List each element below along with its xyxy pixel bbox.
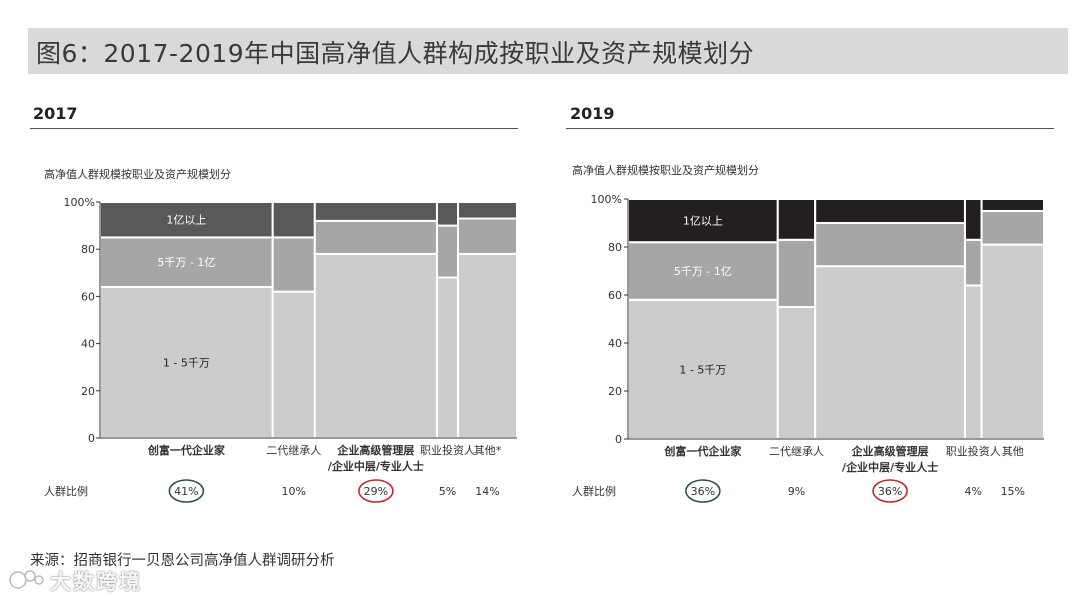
bar-2017-1-2 xyxy=(271,201,316,239)
bar-2019-0-2 xyxy=(627,198,779,244)
chart-subtitle-2019: 高净值人群规模按职业及资产规模划分 xyxy=(572,164,759,177)
bar-2019-4-0 xyxy=(980,243,1045,440)
y-tick-label-2019-2: 40 xyxy=(608,337,622,350)
bar-2017-1-0 xyxy=(271,290,316,439)
watermark-logo-icon xyxy=(9,570,44,589)
bar-2019-2-2 xyxy=(814,198,966,224)
tier-label-2017-2: 1亿以上 xyxy=(166,214,206,227)
bar-2017-2-2 xyxy=(313,201,438,222)
tier-label-2019-2: 1亿以上 xyxy=(683,215,723,228)
year-label-2019: 2019 xyxy=(570,104,615,123)
bar-2017-3-2 xyxy=(435,201,460,227)
source-note: 来源：招商银行一贝恩公司高净值人群调研分析 xyxy=(30,553,335,569)
ratio-circle-2017-2 xyxy=(358,479,394,503)
tier-label-2017-0: 1 - 5千万 xyxy=(163,356,210,369)
y-tick-label-2019-4: 80 xyxy=(608,241,622,254)
category-label-2017-1-0: 二代继承人 xyxy=(266,444,321,457)
ratio-value-2019-3: 4% xyxy=(965,485,982,498)
ratio-value-2019-4: 15% xyxy=(1001,485,1025,498)
ratio-row-label-2019: 人群比例 xyxy=(572,484,616,498)
category-label-2017-2-0: 企业高级管理层 xyxy=(336,443,414,457)
bar-2017-4-0 xyxy=(457,252,518,439)
ratio-row-label-2017: 人群比例 xyxy=(44,484,88,498)
title-bar: 图6：2017-2019年中国高净值人群构成按职业及资产规模划分 xyxy=(28,28,1068,74)
category-label-2017-3-0: 职业投资人 xyxy=(420,443,475,457)
y-tick-label-2019-3: 60 xyxy=(608,289,622,302)
bar-2017-2-0 xyxy=(313,252,438,439)
y-tick-label-2017-2: 40 xyxy=(81,338,95,351)
tier-label-2017-1: 5千万 - 1亿 xyxy=(157,256,215,269)
y-tick-label-2017-3: 60 xyxy=(81,290,95,303)
watermark-text: 大数跨境 xyxy=(50,570,142,594)
y-tick-label-2019-5: 100% xyxy=(591,193,622,206)
bar-2019-4-1 xyxy=(980,210,1045,246)
y-tick-label-2017-4: 80 xyxy=(81,243,95,256)
bar-2017-2-1 xyxy=(313,219,438,255)
ratio-value-2019-2: 36% xyxy=(878,485,902,498)
bar-2017-0-2 xyxy=(99,201,274,239)
category-label-2019-0-0: 创富一代企业家 xyxy=(663,444,742,458)
ratio-value-2017-4: 14% xyxy=(475,485,499,498)
y-tick-label-2017-1: 20 xyxy=(81,385,95,398)
ratio-circle-2019-2 xyxy=(872,479,908,503)
y-tick-label-2019-0: 0 xyxy=(615,433,622,446)
y-tick-label-2017-5: 100% xyxy=(64,196,95,209)
category-label-2019-2-0: 企业高级管理层 xyxy=(851,444,929,458)
ratio-value-2017-2: 29% xyxy=(364,485,388,498)
ratio-value-2019-0: 36% xyxy=(691,485,715,498)
bar-2017-4-2 xyxy=(457,201,518,220)
bar-2019-3-0 xyxy=(963,284,983,440)
category-label-2017-0-0: 创富一代企业家 xyxy=(147,443,226,457)
year-label-2017: 2017 xyxy=(33,104,78,123)
y-tick-label-2019-1: 20 xyxy=(608,385,622,398)
bar-2017-4-1 xyxy=(457,217,518,255)
y-tick-label-2017-0: 0 xyxy=(88,432,95,445)
bar-2019-3-1 xyxy=(963,238,983,287)
bar-2017-3-1 xyxy=(435,224,460,279)
ratio-value-2019-1: 9% xyxy=(788,485,805,498)
ratio-circle-2019-0 xyxy=(685,479,721,503)
ratio-value-2017-3: 5% xyxy=(439,485,456,498)
year-divider-2017 xyxy=(30,128,518,129)
bar-2017-1-1 xyxy=(271,236,316,293)
bar-2017-3-0 xyxy=(435,276,460,439)
ratio-circle-2017-0 xyxy=(168,479,205,503)
bar-2019-2-0 xyxy=(814,265,966,441)
bar-2019-4-2 xyxy=(980,198,1045,212)
category-label-2019-1-0: 二代继承人 xyxy=(769,445,824,458)
category-label-2017-4-0: 其他* xyxy=(474,444,502,457)
bar-2019-1-1 xyxy=(776,238,817,308)
bar-2019-1-0 xyxy=(776,306,817,440)
category-label-2017-2-1: /企业中层/专业人士 xyxy=(328,459,424,473)
category-label-2019-3-0: 职业投资人 xyxy=(946,444,1001,458)
tier-label-2019-0: 1 - 5千万 xyxy=(679,363,726,376)
tier-label-2019-1: 5千万 - 1亿 xyxy=(674,265,732,278)
category-label-2019-4-0: 其他 xyxy=(1002,445,1024,458)
bar-2019-1-2 xyxy=(776,198,817,241)
ratio-value-2017-0: 41% xyxy=(174,485,198,498)
page-title: 图6：2017-2019年中国高净值人群构成按职业及资产规模划分 xyxy=(36,39,755,68)
chart-subtitle-2017: 高净值人群规模按职业及资产规模划分 xyxy=(44,168,231,181)
year-divider-2019 xyxy=(566,128,1054,129)
bar-2019-2-1 xyxy=(814,222,966,268)
bar-2019-3-2 xyxy=(963,198,983,241)
category-label-2019-2-1: /企业中层/专业人士 xyxy=(842,460,938,474)
ratio-value-2017-1: 10% xyxy=(282,485,306,498)
